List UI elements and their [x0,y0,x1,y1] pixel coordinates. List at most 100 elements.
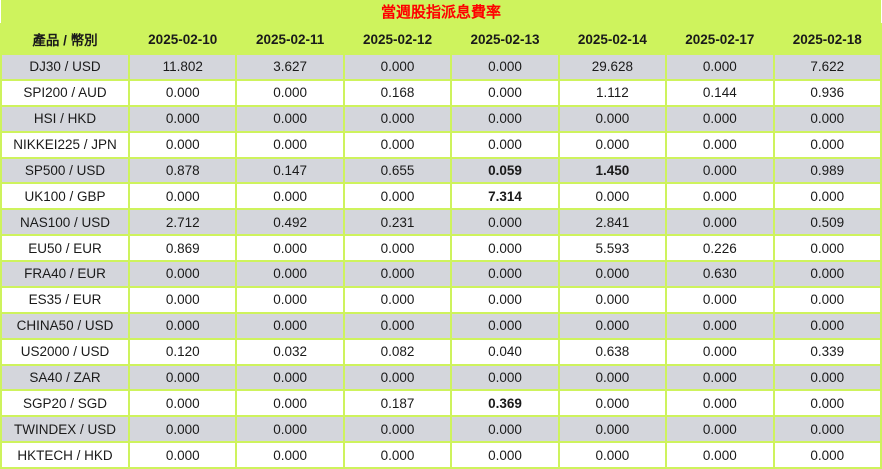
table-row: CHINA50 / USD 0.000 0.000 0.000 0.000 0.000 0.… [0,311,882,340]
rate-cell: 0.509 [772,208,882,237]
rate-cell: 0.000 [450,441,560,469]
rate-cell: 0.168 [342,78,453,107]
rate-cell: 0.000 [235,182,345,211]
rate-cell: 0.000 [772,389,882,418]
rate-cell: 0.000 [450,53,560,81]
rate-cell: 0.000 [772,182,882,211]
rate-cell: 0.000 [557,104,668,133]
rate-cell: 0.231 [342,208,453,237]
table-row: ES35 / EUR 0.000 0.000 0.000 0.000 0.000 0.000… [0,285,882,314]
product-cell: TWINDEX / USD [0,415,130,444]
rate-cell: 0.000 [127,104,238,133]
table-row: TWINDEX / USD 0.000 0.000 0.000 0.000 0.000 0.… [0,415,882,444]
rate-cell: 0.000 [557,260,668,288]
rate-cell: 0.000 [772,415,882,444]
table-row: FRA40 / EUR 0.000 0.000 0.000 0.000 0.000 0.63… [0,260,882,288]
product-cell: HKTECH / HKD [0,441,130,469]
rate-cell: 0.000 [127,415,238,444]
product-cell: SA40 / ZAR [0,363,130,392]
rate-cell: 0.000 [557,182,668,211]
rate-cell: 0.989 [772,156,882,185]
rate-cell: 0.000 [772,311,882,340]
table-row: SPI200 / AUD 0.000 0.000 0.168 0.000 1.112 0.1… [0,78,882,107]
rate-cell: 0.000 [127,78,238,107]
rate-cell: 0.000 [127,130,238,159]
rate-cell: 0.000 [342,285,453,314]
rate-cell: 0.000 [665,415,775,444]
table-row: HSI / HKD 0.000 0.000 0.000 0.000 0.000 0.000 0… [0,104,882,133]
rate-cell: 0.120 [127,337,238,366]
rate-cell: 0.000 [235,260,345,288]
rate-cell: 0.339 [772,337,882,366]
rate-cell: 0.000 [772,363,882,392]
rate-cell: 0.869 [127,234,238,262]
product-cell: SPI200 / AUD [0,78,130,107]
table-row: UK100 / GBP 0.000 0.000 0.000 7.314 0.000 0.00… [0,182,882,211]
table-row: SGP20 / SGD 0.000 0.000 0.187 0.369 0.000 0.00… [0,389,882,418]
table-body: DJ30 / USD 11.802 3.627 0.000 0.000 29.628 0.0… [0,53,882,469]
rate-cell: 0.000 [557,441,668,469]
rate-cell: 0.000 [450,104,560,133]
rate-cell: 0.226 [665,234,775,262]
rate-cell: 0.000 [772,130,882,159]
rate-cell: 0.000 [235,363,345,392]
rate-cell: 0.000 [235,415,345,444]
rate-cell: 1.112 [557,78,668,107]
rate-cell: 0.000 [127,260,238,288]
rate-cell: 0.000 [127,182,238,211]
rate-cell: 0.000 [665,104,775,133]
date-column-header: 2025-02-14 [557,23,668,55]
rate-cell: 0.000 [665,311,775,340]
rate-cell: 3.627 [235,53,345,81]
rate-cell: 0.000 [127,363,238,392]
table-row: SP500 / USD 0.878 0.147 0.655 0.059 1.450 0.00… [0,156,882,185]
rate-cell: 0.000 [235,285,345,314]
rate-cell: 0.000 [235,78,345,107]
rate-cell: 0.000 [342,415,453,444]
rate-cell: 0.000 [342,234,453,262]
rate-cell: 0.000 [342,363,453,392]
rate-cell: 0.000 [772,234,882,262]
rate-cell: 0.000 [557,389,668,418]
rate-cell: 0.000 [450,78,560,107]
rate-cell: 0.000 [665,182,775,211]
product-cell: CHINA50 / USD [0,311,130,340]
rate-cell: 0.000 [342,182,453,211]
date-column-header: 2025-02-17 [665,23,775,55]
rate-cell: 0.000 [235,234,345,262]
rate-cell: 0.000 [342,311,453,340]
rate-cell: 1.450 [557,156,668,185]
rate-cell: 0.000 [342,130,453,159]
rate-cell: 0.000 [235,311,345,340]
rate-cell: 0.000 [665,156,775,185]
product-cell: DJ30 / USD [0,53,130,81]
rate-cell: 0.000 [450,285,560,314]
rate-cell: 7.622 [772,53,882,81]
product-cell: UK100 / GBP [0,182,130,211]
date-column-header: 2025-02-12 [342,23,453,55]
rate-cell: 0.000 [772,260,882,288]
rate-cell: 0.000 [235,104,345,133]
rate-cell: 0.000 [235,130,345,159]
rate-cell: 0.000 [450,130,560,159]
rate-cell: 0.144 [665,78,775,107]
rate-cell: 5.593 [557,234,668,262]
table-row: HKTECH / HKD 0.000 0.000 0.000 0.000 0.000 0.0… [0,441,882,469]
rate-cell: 29.628 [557,53,668,81]
rate-cell: 0.000 [342,260,453,288]
rate-cell: 0.032 [235,337,345,366]
date-column-header: 2025-02-18 [772,23,882,55]
rate-cell: 0.000 [127,441,238,469]
rate-cell: 0.082 [342,337,453,366]
rate-cell: 0.000 [665,337,775,366]
rate-cell: 0.000 [557,415,668,444]
title-row: 當週股指派息費率 [1,0,881,24]
rate-cell: 0.936 [772,78,882,107]
table-row: NAS100 / USD 2.712 0.492 0.231 0.000 2.841 0.0… [0,208,882,237]
table-row: US2000 / USD 0.120 0.032 0.082 0.040 0.638 0.0… [0,337,882,366]
rate-cell: 2.712 [127,208,238,237]
rate-cell: 0.147 [235,156,345,185]
rate-cell: 0.000 [772,285,882,314]
rate-cell: 0.000 [450,311,560,340]
